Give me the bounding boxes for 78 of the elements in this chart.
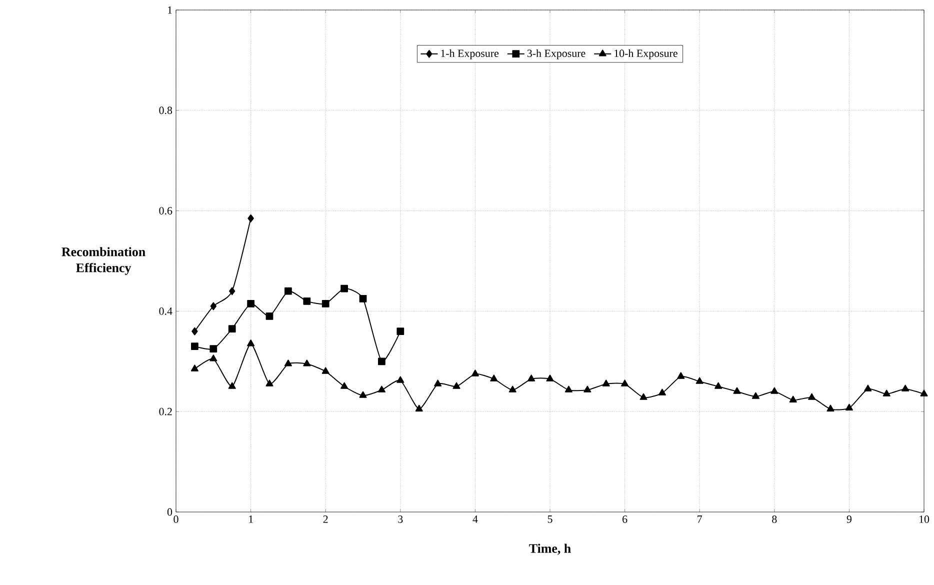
point	[546, 374, 554, 382]
point	[677, 372, 685, 379]
point	[266, 380, 274, 386]
point	[696, 377, 704, 384]
x-tick-label: 10	[919, 516, 930, 523]
point	[396, 328, 404, 335]
x-tick-label: 1	[249, 516, 253, 523]
x-tick-label: 0	[174, 516, 178, 523]
x-tick-label: 2	[323, 516, 328, 523]
point	[808, 393, 816, 400]
y-axis-title: Recombination Efficiency	[62, 247, 146, 275]
point	[247, 340, 255, 346]
point	[714, 382, 722, 389]
point	[378, 386, 386, 392]
point	[228, 287, 236, 296]
point	[733, 387, 741, 394]
point	[584, 386, 592, 392]
point	[191, 342, 198, 350]
point	[340, 284, 348, 292]
point	[640, 393, 648, 400]
point	[508, 386, 516, 392]
point	[378, 358, 386, 366]
point	[210, 302, 217, 310]
point	[190, 364, 198, 372]
point	[882, 390, 890, 396]
y-tick-label: 0.2	[159, 408, 172, 416]
x-tick-label: 9	[846, 516, 852, 523]
point	[752, 392, 760, 399]
point	[920, 390, 928, 396]
point	[864, 384, 872, 392]
y-tick-label: 0	[167, 508, 172, 516]
point	[415, 404, 423, 412]
point	[228, 382, 236, 389]
y-tick-label: 1	[168, 6, 172, 14]
point	[564, 386, 572, 392]
point	[210, 354, 218, 362]
x-axis-title: Time, h	[529, 544, 571, 555]
point	[266, 312, 274, 320]
point	[434, 380, 442, 386]
point	[902, 384, 910, 392]
point	[247, 300, 254, 308]
x-tick-label: 7	[698, 516, 702, 523]
x-tick-label: 4	[472, 516, 478, 523]
point	[452, 382, 460, 389]
point	[396, 376, 404, 383]
point	[359, 294, 367, 302]
point	[322, 300, 330, 308]
x-tick-label: 8	[772, 516, 777, 523]
point	[248, 214, 254, 222]
point	[192, 327, 198, 336]
point	[284, 287, 292, 295]
point	[284, 360, 292, 366]
point	[340, 382, 348, 389]
point	[789, 396, 797, 402]
point	[845, 404, 853, 410]
x-tick-label: 3	[398, 516, 403, 523]
legend-label: 1-h Exposure	[441, 49, 499, 60]
y-tick-label: 0.8	[159, 106, 172, 114]
legend-label: 10-h Exposure	[614, 49, 678, 60]
point	[490, 374, 498, 382]
point	[770, 387, 778, 394]
point	[303, 360, 311, 366]
point	[303, 297, 311, 305]
y-tick-label: 0.6	[159, 207, 172, 215]
x-tick-label: 6	[622, 516, 628, 523]
point	[826, 404, 834, 412]
point	[228, 325, 236, 332]
point	[359, 391, 367, 398]
point	[528, 374, 536, 382]
point	[471, 370, 479, 376]
point	[621, 380, 629, 386]
point	[602, 380, 610, 386]
point	[210, 345, 218, 353]
y-tick-label: 0.4	[159, 307, 172, 315]
x-tick-label: 5	[548, 516, 552, 523]
point	[658, 388, 666, 396]
point	[322, 367, 330, 374]
legend-label: 3-h Exposure	[527, 49, 586, 60]
